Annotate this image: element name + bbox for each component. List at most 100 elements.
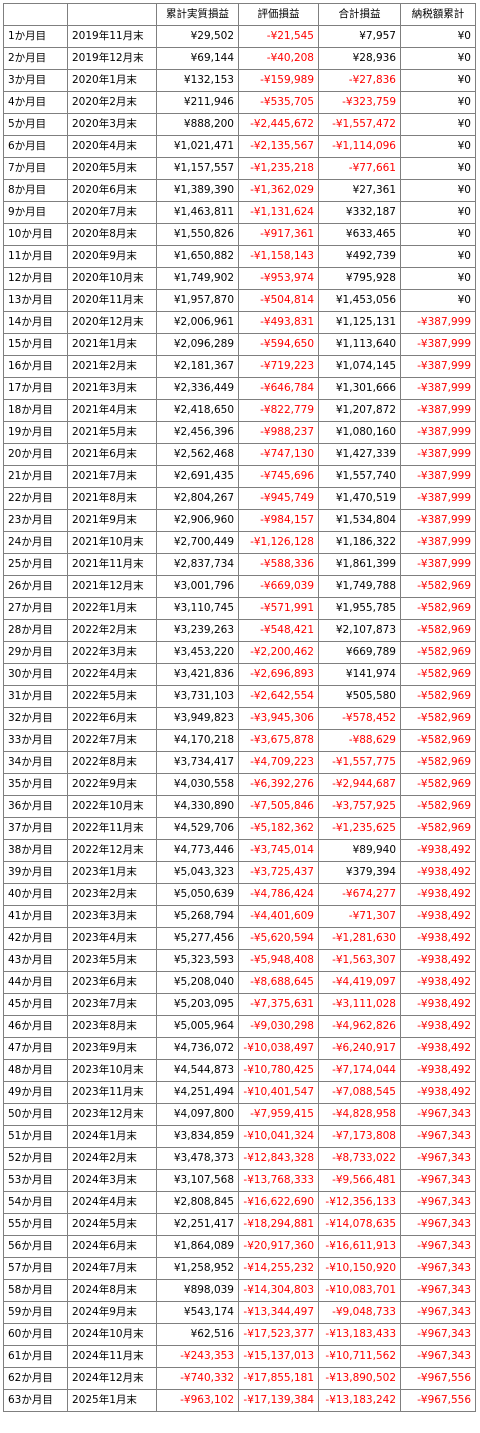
table-row: 53か月目 2024年3月末 ¥3,107,568 -¥13,768,333 -¥9,5…	[3, 1169, 476, 1192]
total-pl-cell: ¥1,080,160	[318, 421, 401, 444]
month-count-cell: 25か月目	[3, 553, 68, 576]
date-cell: 2024年6月末	[67, 1235, 157, 1258]
cumulative-tax-cell: ¥0	[400, 47, 476, 70]
table-row: 47か月目 2023年9月末 ¥4,736,072 -¥10,038,497 -¥6,2…	[3, 1037, 476, 1060]
month-count-cell: 55か月目	[3, 1213, 68, 1236]
unrealized-pl-cell: -¥6,392,276	[238, 773, 319, 796]
cumulative-tax-cell: ¥0	[400, 179, 476, 202]
date-cell: 2021年12月末	[67, 575, 157, 598]
table-row: 24か月目 2021年10月末 ¥2,700,449 -¥1,126,128 ¥1,18…	[3, 531, 476, 554]
table-row: 29か月目 2022年3月末 ¥3,453,220 -¥2,200,462 ¥669,7…	[3, 641, 476, 664]
cumulative-realized-pl-cell: ¥2,562,468	[156, 443, 239, 466]
date-cell: 2022年2月末	[67, 619, 157, 642]
total-pl-cell: ¥1,534,804	[318, 509, 401, 532]
date-cell: 2022年6月末	[67, 707, 157, 730]
cumulative-realized-pl-cell: ¥2,336,449	[156, 377, 239, 400]
unrealized-pl-cell: -¥504,814	[238, 289, 319, 312]
total-pl-cell: -¥9,048,733	[318, 1301, 401, 1324]
cumulative-tax-cell: -¥387,999	[400, 509, 476, 532]
cumulative-tax-cell: -¥582,969	[400, 663, 476, 686]
cumulative-realized-pl-cell: ¥543,174	[156, 1301, 239, 1324]
month-count-cell: 51か月目	[3, 1125, 68, 1148]
cumulative-tax-cell: ¥0	[400, 113, 476, 136]
cumulative-realized-pl-cell: ¥132,153	[156, 69, 239, 92]
cumulative-tax-cell: -¥387,999	[400, 487, 476, 510]
month-count-cell: 57か月目	[3, 1257, 68, 1280]
month-count-cell: 15か月目	[3, 333, 68, 356]
month-count-cell: 6か月目	[3, 135, 68, 158]
total-pl-cell: -¥6,240,917	[318, 1037, 401, 1060]
table-row: 54か月目 2024年4月末 ¥2,808,845 -¥16,622,690 -¥12,…	[3, 1191, 476, 1214]
cumulative-tax-cell: ¥0	[400, 245, 476, 268]
month-count-cell: 52か月目	[3, 1147, 68, 1170]
cumulative-tax-cell: -¥582,969	[400, 597, 476, 620]
total-pl-cell: -¥8,733,022	[318, 1147, 401, 1170]
date-cell: 2022年9月末	[67, 773, 157, 796]
month-count-cell: 38か月目	[3, 839, 68, 862]
total-pl-cell: -¥7,174,044	[318, 1059, 401, 1082]
cumulative-realized-pl-cell: ¥3,110,745	[156, 597, 239, 620]
unrealized-pl-cell: -¥13,768,333	[238, 1169, 319, 1192]
table-row: 31か月目 2022年5月末 ¥3,731,103 -¥2,642,554 ¥505,5…	[3, 685, 476, 708]
table-row: 25か月目 2021年11月末 ¥2,837,734 -¥588,336 ¥1,861,…	[3, 553, 476, 576]
cumulative-tax-cell: -¥938,492	[400, 1059, 476, 1082]
total-pl-cell: -¥13,890,502	[318, 1367, 401, 1390]
table-row: 43か月目 2023年5月末 ¥5,323,593 -¥5,948,408 -¥1,56…	[3, 949, 476, 972]
table-row: 10か月目 2020年8月末 ¥1,550,826 -¥917,361 ¥633,465…	[3, 223, 476, 246]
month-count-cell: 44か月目	[3, 971, 68, 994]
cumulative-realized-pl-cell: ¥62,516	[156, 1323, 239, 1346]
table-row: 63か月目 2025年1月末 -¥963,102 -¥17,139,384 -¥13,1…	[3, 1389, 476, 1412]
total-pl-cell: ¥1,113,640	[318, 333, 401, 356]
cumulative-tax-cell: ¥0	[400, 69, 476, 92]
cumulative-tax-cell: -¥938,492	[400, 905, 476, 928]
total-pl-cell: ¥28,936	[318, 47, 401, 70]
month-count-cell: 61か月目	[3, 1345, 68, 1368]
cumulative-tax-cell: -¥938,492	[400, 839, 476, 862]
total-pl-cell: -¥10,083,701	[318, 1279, 401, 1302]
date-cell: 2024年4月末	[67, 1191, 157, 1214]
unrealized-pl-cell: -¥3,725,437	[238, 861, 319, 884]
table-row: 4か月目 2020年2月末 ¥211,946 -¥535,705 -¥323,759 ¥0	[3, 91, 476, 114]
cumulative-tax-cell: -¥582,969	[400, 817, 476, 840]
cumulative-realized-pl-cell: ¥1,021,471	[156, 135, 239, 158]
date-cell: 2021年1月末	[67, 333, 157, 356]
table-row: 14か月目 2020年12月末 ¥2,006,961 -¥493,831 ¥1,125,…	[3, 311, 476, 334]
table-row: 52か月目 2024年2月末 ¥3,478,373 -¥12,843,328 -¥8,7…	[3, 1147, 476, 1170]
cumulative-realized-pl-cell: ¥4,773,446	[156, 839, 239, 862]
cumulative-realized-pl-cell: ¥2,837,734	[156, 553, 239, 576]
table-row: 22か月目 2021年8月末 ¥2,804,267 -¥945,749 ¥1,470,5…	[3, 487, 476, 510]
cumulative-realized-pl-cell: ¥1,957,870	[156, 289, 239, 312]
unrealized-pl-cell: -¥594,650	[238, 333, 319, 356]
cumulative-realized-pl-cell: ¥2,691,435	[156, 465, 239, 488]
cumulative-realized-pl-cell: ¥5,050,639	[156, 883, 239, 906]
date-cell: 2022年5月末	[67, 685, 157, 708]
cumulative-realized-pl-cell: ¥1,864,089	[156, 1235, 239, 1258]
date-cell: 2023年7月末	[67, 993, 157, 1016]
cumulative-realized-pl-cell: ¥5,323,593	[156, 949, 239, 972]
date-cell: 2020年9月末	[67, 245, 157, 268]
cumulative-tax-cell: -¥938,492	[400, 971, 476, 994]
cumulative-tax-cell: -¥967,343	[400, 1147, 476, 1170]
cumulative-realized-pl-cell: ¥3,731,103	[156, 685, 239, 708]
unrealized-pl-cell: -¥18,294,881	[238, 1213, 319, 1236]
table-row: 12か月目 2020年10月末 ¥1,749,902 -¥953,974 ¥795,92…	[3, 267, 476, 290]
month-count-cell: 35か月目	[3, 773, 68, 796]
unrealized-pl-cell: -¥1,362,029	[238, 179, 319, 202]
table-row: 59か月目 2024年9月末 ¥543,174 -¥13,344,497 -¥9,048…	[3, 1301, 476, 1324]
month-count-cell: 13か月目	[3, 289, 68, 312]
cumulative-tax-cell: ¥0	[400, 223, 476, 246]
cumulative-tax-cell: ¥0	[400, 25, 476, 48]
month-count-cell: 11か月目	[3, 245, 68, 268]
unrealized-pl-cell: -¥40,208	[238, 47, 319, 70]
cumulative-realized-pl-cell: ¥888,200	[156, 113, 239, 136]
cumulative-realized-pl-cell: -¥963,102	[156, 1389, 239, 1412]
table-row: 2か月目 2019年12月末 ¥69,144 -¥40,208 ¥28,936 ¥0	[3, 47, 476, 70]
total-pl-cell: -¥7,088,545	[318, 1081, 401, 1104]
month-count-cell: 45か月目	[3, 993, 68, 1016]
table-row: 48か月目 2023年10月末 ¥4,544,873 -¥10,780,425 -¥7,…	[3, 1059, 476, 1082]
month-count-cell: 24か月目	[3, 531, 68, 554]
total-pl-cell: -¥578,452	[318, 707, 401, 730]
unrealized-pl-cell: -¥10,041,324	[238, 1125, 319, 1148]
table-row: 9か月目 2020年7月末 ¥1,463,811 -¥1,131,624 ¥332,18…	[3, 201, 476, 224]
month-count-cell: 16か月目	[3, 355, 68, 378]
